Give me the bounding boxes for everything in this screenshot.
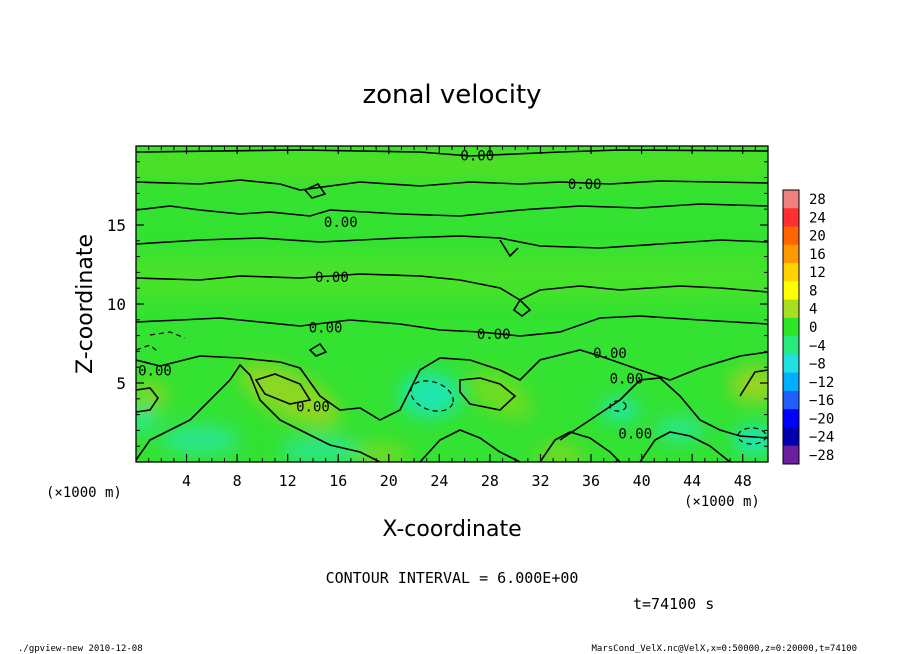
colorbar-label: 16	[809, 247, 826, 263]
colorbar-swatch	[783, 372, 799, 392]
contour-label: 0.00	[315, 270, 349, 286]
colorbar-swatch	[783, 299, 799, 319]
colorbar-label: −20	[809, 411, 834, 427]
x-tick-label: 8	[233, 472, 242, 490]
colorbar-swatch	[783, 336, 799, 355]
x-tick-label: 4	[182, 472, 191, 490]
contour-interval: CONTOUR INTERVAL = 6.000E+00	[326, 569, 579, 587]
colorbar-label: 0	[809, 320, 817, 336]
contour-label: 0.00	[324, 215, 358, 231]
contour-label: 0.00	[568, 177, 602, 193]
y-tick-label: 15	[107, 216, 126, 235]
y-axis-title: Z-coordinate	[73, 234, 98, 374]
colorbar-swatch	[783, 445, 799, 465]
colorbar-label: 28	[809, 192, 826, 208]
colorbar-label: −28	[809, 448, 834, 464]
contour-label: 0.00	[618, 427, 652, 443]
contour-labels: 0.00 0.00 0.00 0.00 0.00 0.00 0.00 0.00 0.00 0.00…	[138, 148, 652, 443]
colorbar-frame	[782, 189, 800, 465]
x-unit-label-right: (×1000 m)	[684, 494, 760, 510]
x-tick-label: 48	[734, 472, 752, 490]
contour-label: 0.00	[593, 346, 627, 362]
colorbar-swatch	[783, 390, 799, 410]
colorbar-swatch	[783, 263, 799, 282]
x-tick-label: 12	[279, 472, 297, 490]
time-label: t=74100 s	[633, 595, 714, 613]
x-axis: 4 8 12 16 20 24 28 32 36 40 44 48	[148, 146, 756, 490]
contour-lines	[136, 149, 768, 462]
x-axis-title: X-coordinate	[382, 517, 521, 542]
colorbar-label: −12	[809, 375, 834, 391]
velocity-field: 0.00 0.00 0.00 0.00 0.00 0.00 0.00 0.00 0.00 0.00…	[136, 146, 768, 462]
y-axis: 5 10 15	[107, 161, 768, 447]
y-tick-label: 5	[116, 374, 126, 393]
x-tick-label: 28	[481, 472, 499, 490]
x-tick-label: 40	[633, 472, 651, 490]
contour-label: 0.00	[610, 371, 644, 387]
colorbar-swatch	[783, 190, 799, 209]
colorbar-swatch	[783, 281, 799, 301]
colorbar-swatch	[783, 354, 799, 374]
colorbar-swatch	[783, 226, 799, 246]
contour-label: 0.00	[477, 327, 511, 343]
colorbar-label: −4	[809, 338, 826, 354]
x-tick-label: 32	[531, 472, 549, 490]
colorbar-label: 8	[809, 283, 817, 299]
colorbar-swatch	[783, 208, 799, 228]
colorbar-swatch	[783, 409, 799, 428]
footer-left: ./gpview-new 2010-12-08	[18, 644, 143, 654]
colorbar: 28 24 20 16 12 8 4 0 −4 −8 −12 −16 −20 −24 −28	[782, 189, 834, 465]
footer-right: MarsCond_VelX.nc@VelX,x=0:50000,z=0:2000…	[591, 644, 857, 654]
colorbar-label: 20	[809, 229, 826, 245]
colorbar-swatch	[783, 427, 799, 447]
colorbar-label: −24	[809, 430, 834, 446]
colorbar-label: −16	[809, 393, 834, 409]
colorbar-swatch	[783, 244, 799, 264]
x-tick-label: 44	[683, 472, 701, 490]
y-tick-label: 10	[107, 295, 126, 314]
colorbar-label: 12	[809, 265, 826, 281]
chart-title: zonal velocity	[362, 80, 541, 110]
x-tick-label: 24	[430, 472, 448, 490]
contour-label: 0.00	[309, 321, 343, 337]
contour-label: 0.00	[460, 148, 494, 164]
colorbar-label: 24	[809, 210, 826, 226]
x-tick-label: 16	[329, 472, 347, 490]
contour-label: 0.00	[138, 363, 172, 379]
colorbar-swatch	[783, 317, 799, 337]
colorbar-label: 4	[809, 302, 817, 318]
x-unit-label-left: (×1000 m)	[46, 485, 122, 501]
colorbar-label: −8	[809, 357, 826, 373]
x-tick-label: 36	[582, 472, 600, 490]
negative-contours	[136, 331, 767, 445]
x-tick-label: 20	[380, 472, 398, 490]
contour-label: 0.00	[296, 400, 330, 416]
